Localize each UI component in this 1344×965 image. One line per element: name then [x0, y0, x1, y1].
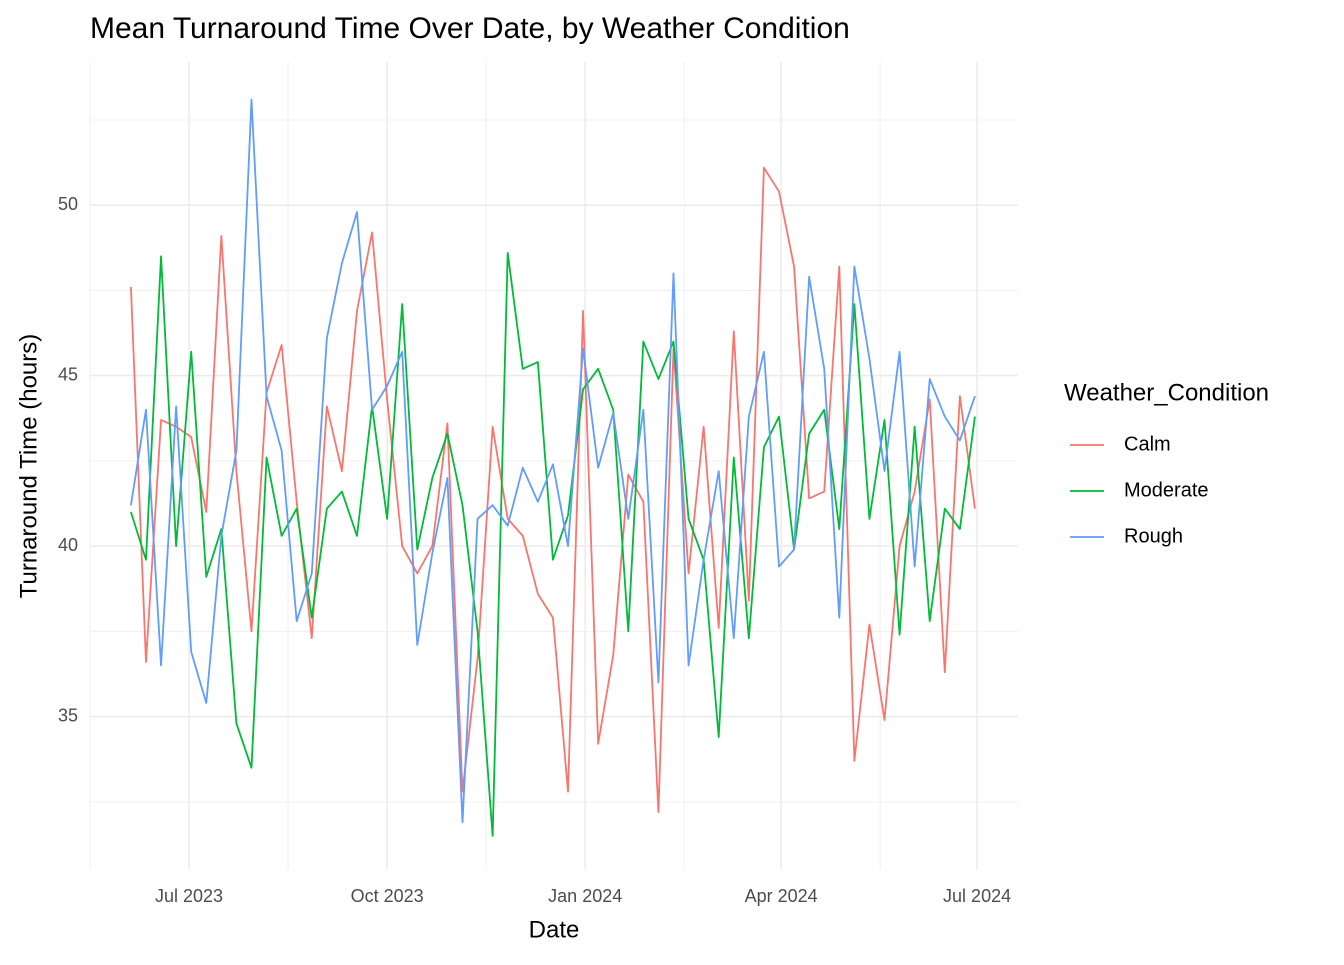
chart-title: Mean Turnaround Time Over Date, by Weath… [90, 12, 850, 45]
x-tick-label: Jan 2024 [548, 886, 622, 906]
line-series [130, 166, 976, 813]
y-tick-label: 40 [58, 535, 78, 555]
line-series [130, 252, 976, 837]
x-tick-label: Apr 2024 [745, 886, 818, 906]
line-series [130, 98, 976, 824]
y-axis-title: Turnaround Time (hours) [15, 334, 42, 599]
x-tick-label: Jul 2024 [943, 886, 1011, 906]
y-tick-label: 50 [58, 194, 78, 214]
legend-label: Moderate [1124, 479, 1209, 501]
y-tick-label: 35 [58, 705, 78, 725]
x-tick-label: Oct 2023 [351, 886, 424, 906]
legend-label: Rough [1124, 525, 1183, 547]
y-tick-label: 45 [58, 364, 78, 384]
legend-label: Calm [1124, 433, 1171, 455]
x-tick-label: Jul 2023 [155, 886, 223, 906]
legend-title: Weather_Condition [1064, 379, 1269, 406]
x-axis-title: Date [529, 916, 580, 943]
